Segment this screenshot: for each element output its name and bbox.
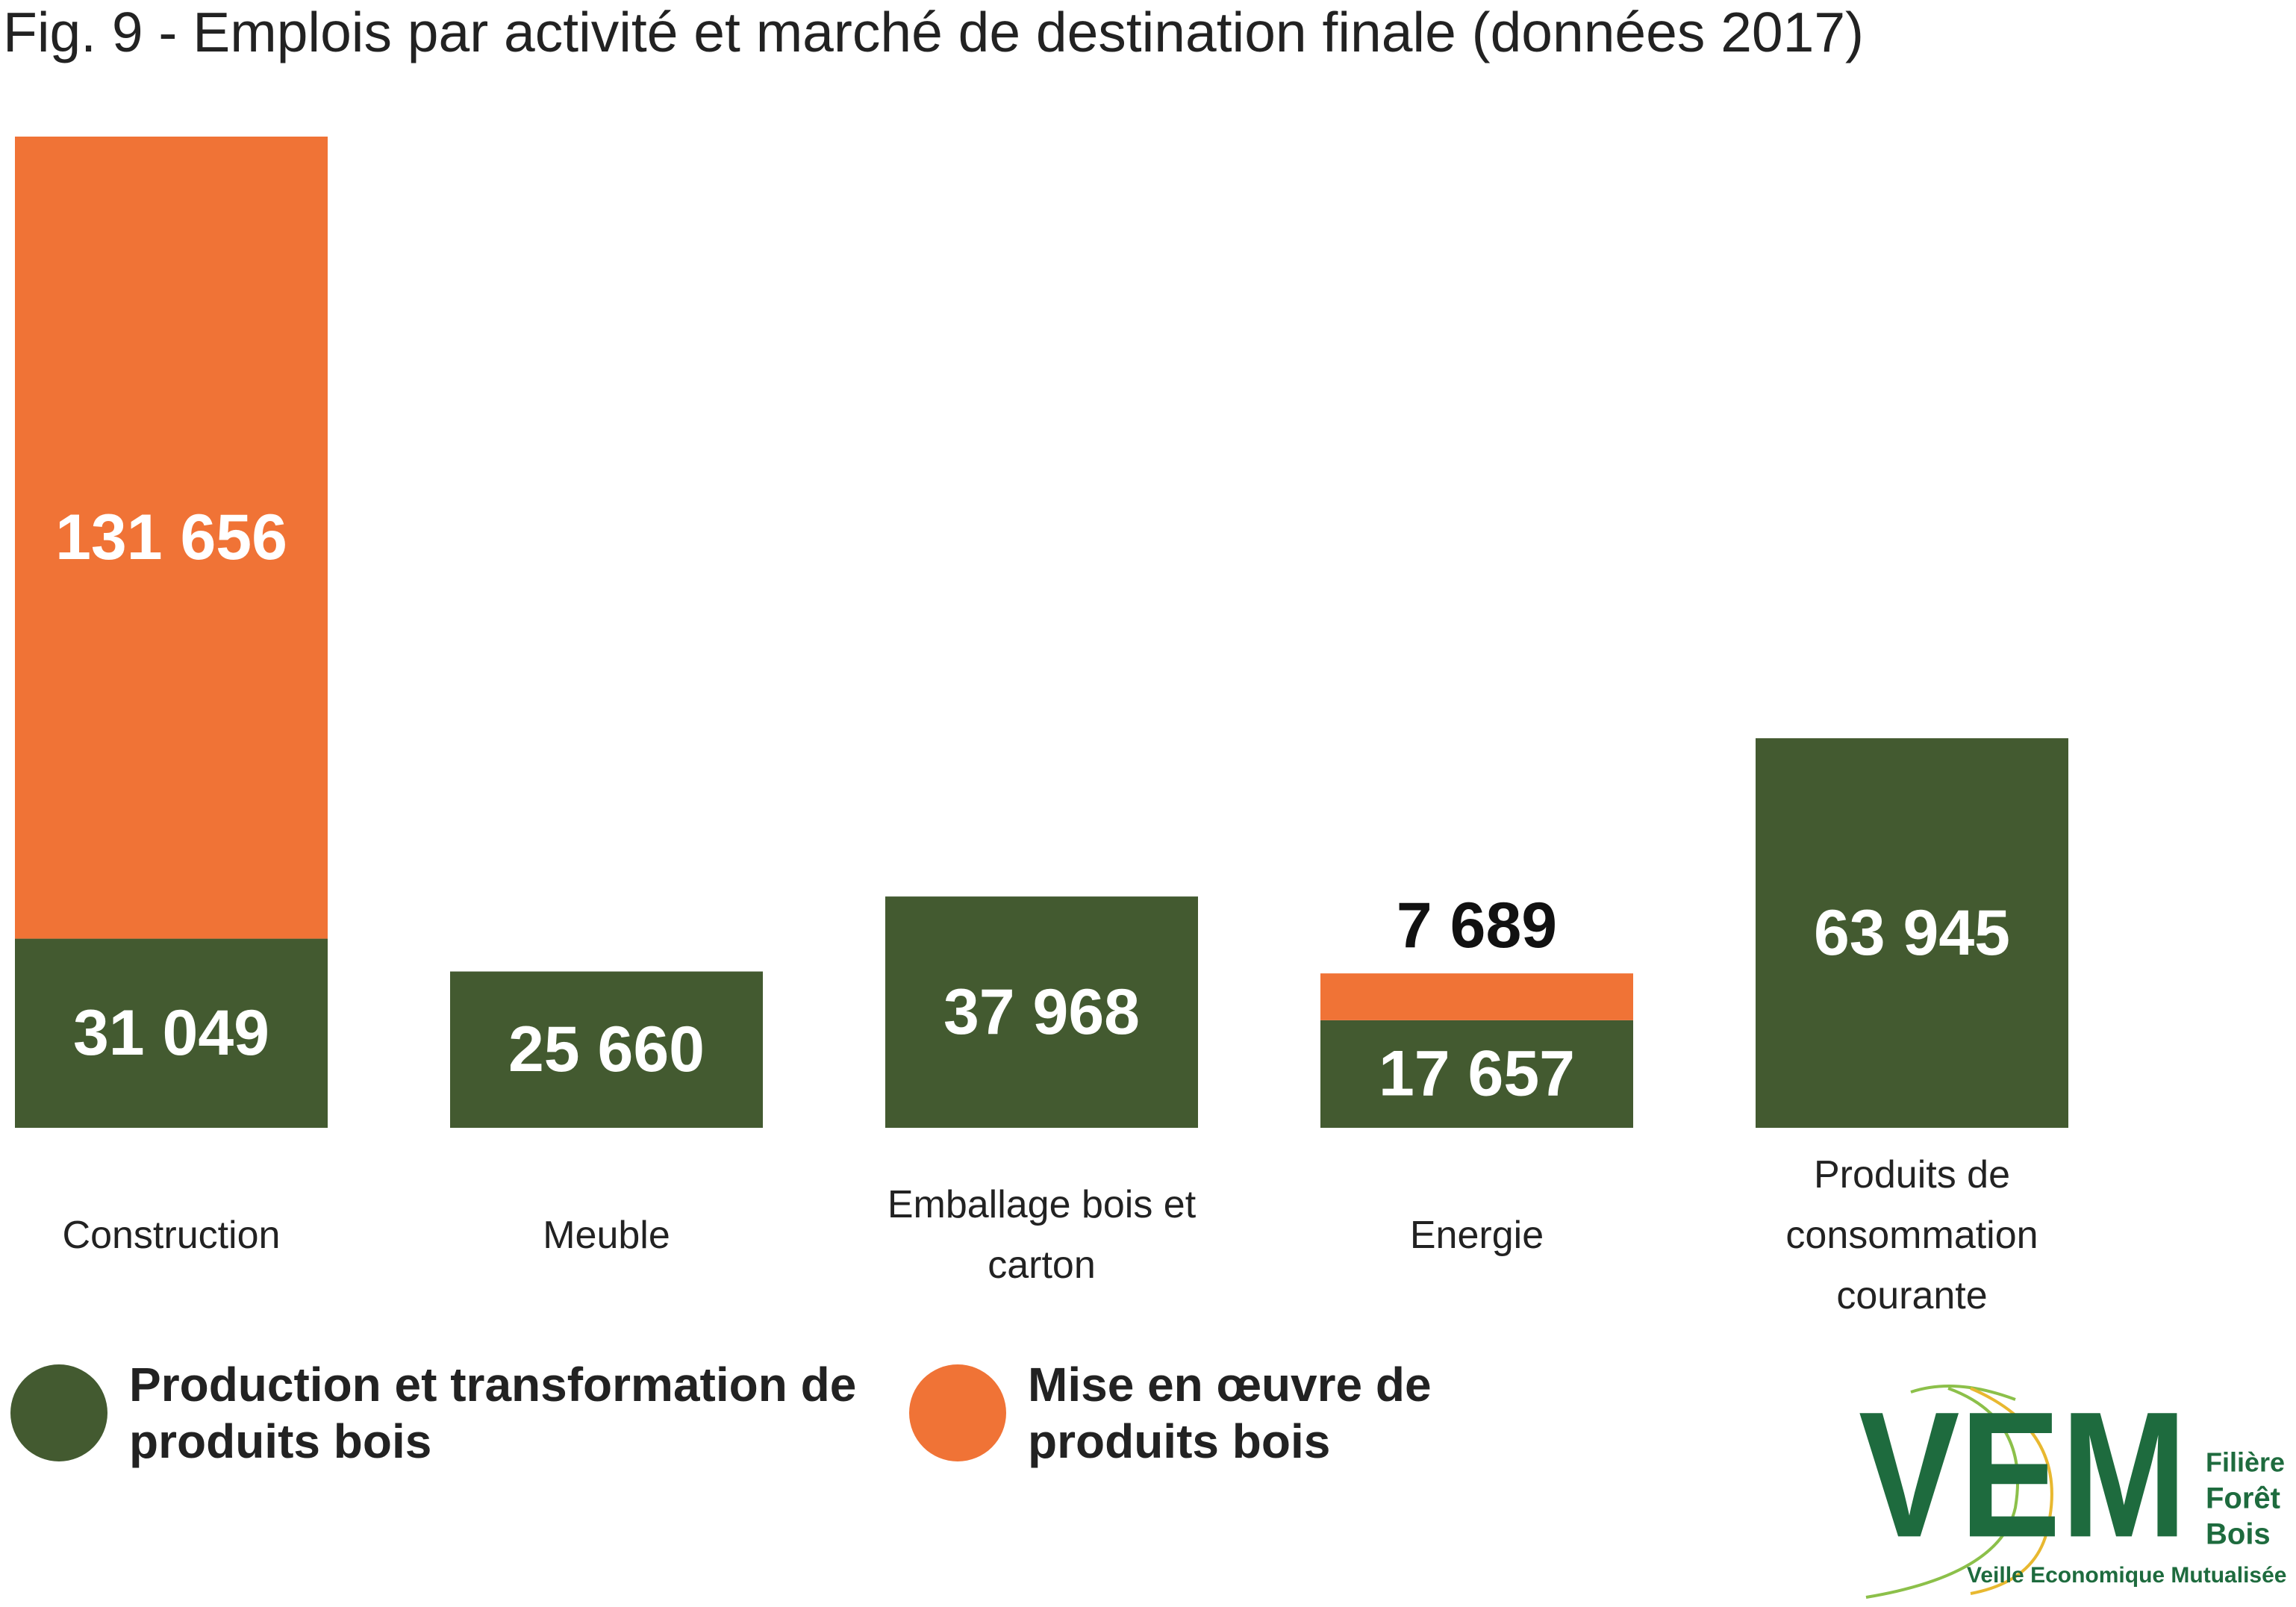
- bar-segment: [1320, 973, 1633, 1020]
- legend-label: Production et transformation de produits…: [129, 1358, 857, 1468]
- x-tick-label: Produits de consommation courante: [1785, 1152, 2038, 1317]
- value-label: 25 660: [508, 1014, 705, 1085]
- logo-tagline: Veille Economique Mutualisée: [1967, 1563, 2286, 1588]
- bar-segment: [885, 896, 1198, 1128]
- x-tick-label: Construction: [62, 1213, 281, 1257]
- bar-segment: [1320, 1020, 1633, 1128]
- chart-title: Fig. 9 - Emplois par activité et marché …: [3, 1, 1865, 63]
- logo: VEM Filière Forêt Bois Veille Economique…: [1859, 1374, 2286, 1599]
- legend-swatch: [909, 1364, 1006, 1461]
- value-label: 37 968: [943, 976, 1140, 1048]
- logo-line: Filière: [2206, 1447, 2285, 1478]
- x-tick-label: Emballage bois et carton: [887, 1183, 1197, 1287]
- logo-mark: VEM: [1859, 1374, 2187, 1574]
- logo-line: Bois: [2206, 1518, 2271, 1551]
- value-label: 131 656: [55, 502, 287, 573]
- legend-swatch: [10, 1364, 107, 1461]
- value-label: 17 657: [1379, 1038, 1575, 1110]
- value-label: 7 689: [1397, 890, 1557, 961]
- x-tick-label: Energie: [1409, 1213, 1544, 1257]
- bar-segment: [15, 938, 328, 1128]
- logo-arc: [1970, 1387, 2053, 1595]
- legend-label: Mise en œuvre de produits bois: [1028, 1358, 1432, 1468]
- bar-segment: [450, 971, 763, 1128]
- value-label: 63 945: [1814, 897, 2010, 969]
- bar-segment: [1756, 738, 2068, 1128]
- logo-arc: [1910, 1385, 2016, 1401]
- value-label: 31 049: [73, 997, 269, 1069]
- bar-segment: [15, 137, 328, 939]
- x-tick-label: Meuble: [543, 1213, 670, 1257]
- logo-arc: [1865, 1387, 2020, 1599]
- logo-line: Forêt: [2206, 1482, 2280, 1515]
